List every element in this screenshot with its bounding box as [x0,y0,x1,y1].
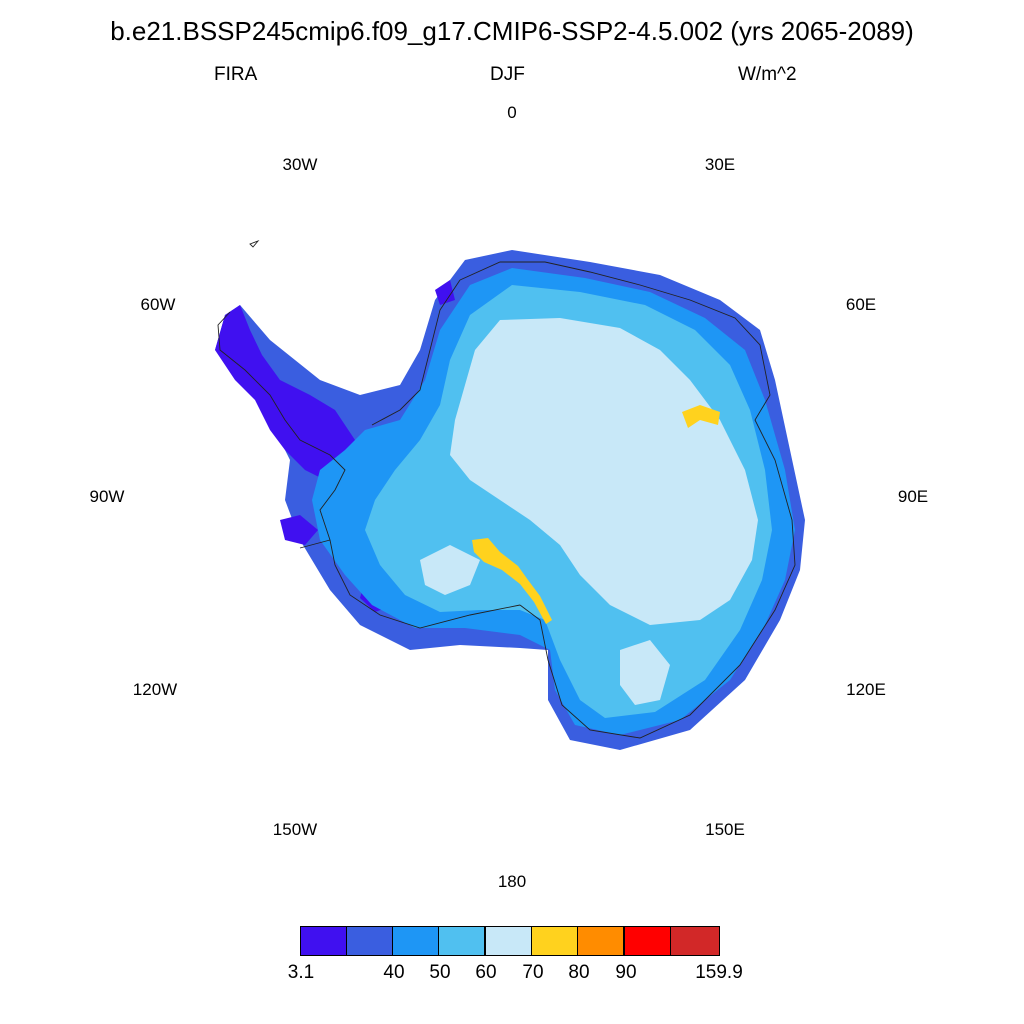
colorbar-label-max: 159.9 [695,962,743,983]
colorbar-label-40: 40 [383,962,405,983]
lon-label-180: 180 [497,872,527,891]
lon-label-90w: 90W [89,487,125,506]
lon-label-120e: 120E [846,680,886,699]
colorbar-box-2 [346,926,393,956]
season-label: DJF [490,64,525,85]
region-high-patch-ross [472,538,552,624]
coastline [217,261,796,739]
colorbar-box-8 [624,926,671,956]
colorbar-box-6 [531,926,578,956]
colorbar-box-1 [300,926,347,956]
colorbar-label-min: 3.1 [287,962,315,983]
lon-label-120w: 120W [132,680,178,699]
colorbar-box-9 [670,926,720,956]
colorbar-label-90: 90 [615,962,637,983]
lon-label-150e: 150E [705,820,745,839]
south-shetland-islands [249,239,260,248]
colorbar-label-50: 50 [429,962,451,983]
colorbar-box-5 [485,926,532,956]
lon-label-90e: 90E [897,487,929,506]
lon-label-60e: 60E [845,295,877,314]
region-plateau-ross [420,545,670,705]
variable-name: FIRA [214,64,258,85]
lon-label-60w: 60W [140,295,176,314]
colorbar-box-7 [577,926,624,956]
region-plateau [450,318,758,625]
lon-label-150w: 150W [272,820,318,839]
colorbar-box-3 [392,926,439,956]
colorbar-label-60: 60 [475,962,497,983]
plot-title: b.e21.BSSP245cmip6.f09_g17.CMIP6-SSP2-4.… [110,16,914,46]
colorbar-label-80: 80 [568,962,590,983]
lon-label-30e: 30E [704,155,736,174]
units-label: W/m^2 [738,64,797,85]
lon-label-0: 0 [507,103,517,122]
region-lowest-peninsula [215,305,355,480]
colorbar-box-4 [438,926,485,956]
lon-label-30w: 30W [282,155,318,174]
colorbar-label-70: 70 [522,962,544,983]
region-high-patch-east [682,405,720,428]
